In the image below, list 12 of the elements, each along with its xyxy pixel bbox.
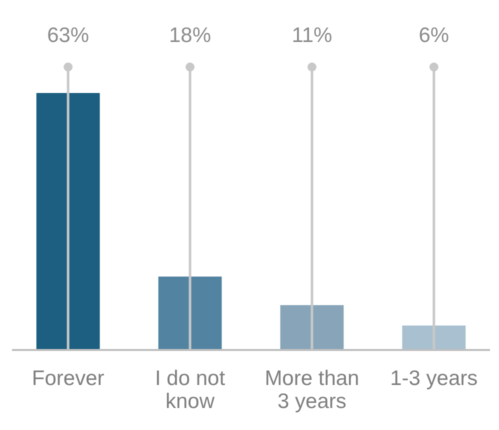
x-tick-label: Forever	[32, 367, 104, 390]
x-tick-label: I do not know	[155, 367, 226, 413]
data-label: 11%	[292, 24, 332, 47]
data-label: 18%	[169, 24, 212, 47]
bar	[36, 93, 100, 350]
bar	[158, 276, 222, 350]
bar	[280, 305, 344, 350]
x-tick-label: More than 3 years	[264, 367, 360, 413]
x-tick-label: 1-3 years	[390, 367, 478, 390]
data-label: 63%	[47, 24, 90, 47]
bar	[402, 326, 466, 350]
data-label: 6%	[418, 24, 450, 47]
